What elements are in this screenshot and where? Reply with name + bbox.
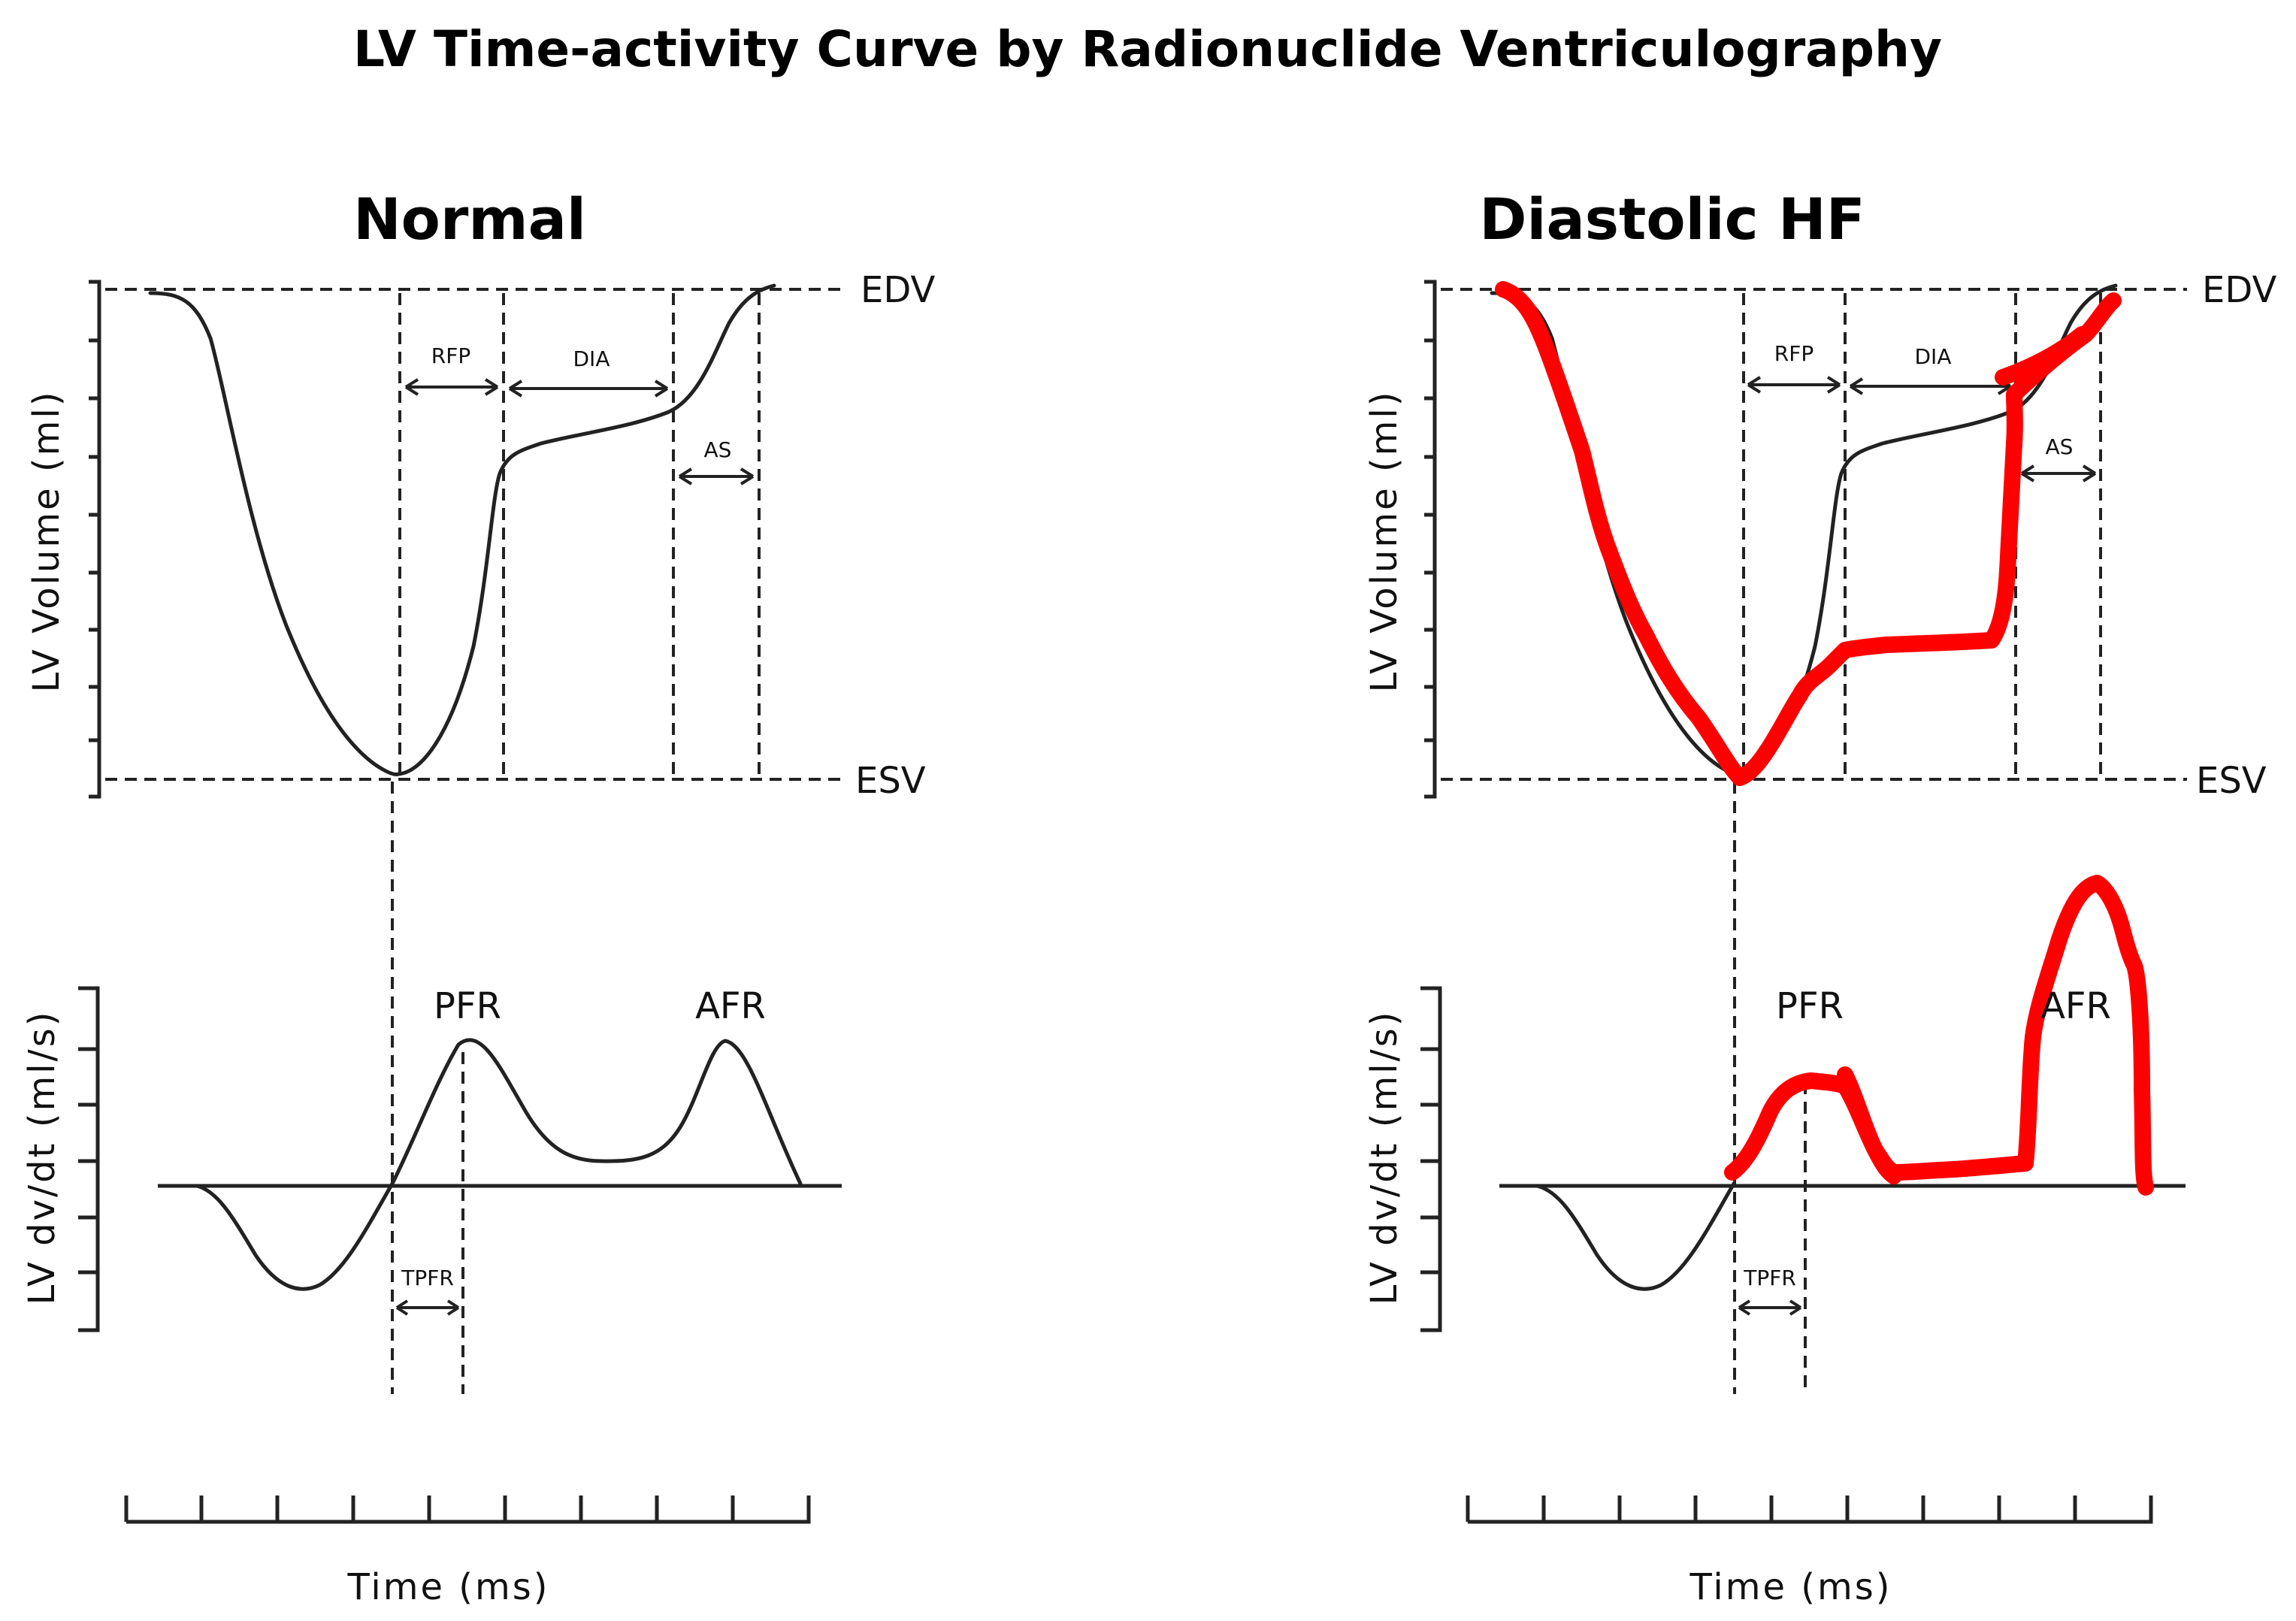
dia-interval: DIA xyxy=(508,346,669,398)
time-x-label: Time (ms) xyxy=(1689,1566,1892,1608)
volume-y-label: LV Volume (ml) xyxy=(26,390,68,693)
tpfr-interval: TPFR xyxy=(1738,1266,1802,1316)
volume-y-axis-line xyxy=(1424,280,1437,799)
time-x-label: Time (ms) xyxy=(347,1566,550,1608)
rate-curve-normal xyxy=(195,1038,803,1291)
rate-axis: LV dv/dt (ml/s) xyxy=(21,986,842,1332)
time-axis: Time (ms) xyxy=(1466,1495,2153,1608)
edv-label: EDV xyxy=(2202,269,2276,311)
rate-y-ticks xyxy=(1420,1047,1440,1275)
panel-diastolic: Diastolic HF LV Volume (ml) EDV ESV xyxy=(1363,186,2276,1608)
time-x-ticks xyxy=(199,1495,735,1522)
volume-y-ticks xyxy=(1424,338,1435,742)
dia-label: DIA xyxy=(1915,344,1952,369)
rfp-label: RFP xyxy=(431,343,470,368)
rfp-label: RFP xyxy=(1774,341,1814,366)
volume-y-label: LV Volume (ml) xyxy=(1363,390,1405,693)
afr-label: AFR xyxy=(695,985,766,1027)
volume-axis: LV Volume (ml) xyxy=(1363,280,1437,799)
rate-curve-systolic-lobe xyxy=(1535,1181,1736,1291)
panel-title-diastolic: Diastolic HF xyxy=(1479,186,1865,253)
pfr-label: PFR xyxy=(434,985,501,1027)
volume-y-axis-line xyxy=(89,280,101,799)
rate-y-ticks xyxy=(78,1047,98,1275)
edv-label: EDV xyxy=(861,269,935,311)
figure-title: LV Time-activity Curve by Radionuclide V… xyxy=(353,20,1942,78)
tpfr-label: TPFR xyxy=(401,1266,454,1290)
rate-curve-diastolic-hf-plateau xyxy=(1837,1066,2034,1181)
esv-label: ESV xyxy=(2196,760,2267,802)
rate-curve-diastolic-hf-afr xyxy=(2017,875,2154,1196)
volume-curve-diastolic-hf xyxy=(1495,281,2122,786)
dia-interval: DIA xyxy=(1849,344,2012,395)
pfr-label: PFR xyxy=(1776,985,1844,1027)
dia-label: DIA xyxy=(573,346,610,371)
panel-title-normal: Normal xyxy=(353,186,586,253)
volume-axis: LV Volume (ml) xyxy=(26,280,101,799)
volume-y-ticks xyxy=(89,338,99,742)
rfp-interval: RFP xyxy=(404,343,499,396)
time-axis: Time (ms) xyxy=(124,1495,811,1608)
rate-y-label: LV dv/dt (ml/s) xyxy=(1363,1010,1405,1305)
as-interval: AS xyxy=(2020,434,2097,482)
afr-label: AFR xyxy=(2040,985,2111,1027)
rfp-interval: RFP xyxy=(1747,341,1841,394)
rate-y-label: LV dv/dt (ml/s) xyxy=(21,1010,63,1305)
as-label: AS xyxy=(2046,434,2074,459)
time-x-ticks xyxy=(1541,1495,2077,1522)
tpfr-interval: TPFR xyxy=(395,1266,460,1316)
rate-axis: LV dv/dt (ml/s) xyxy=(1363,986,2186,1332)
time-x-axis-line xyxy=(1466,1495,2153,1524)
time-x-axis-line xyxy=(124,1495,811,1524)
as-interval: AS xyxy=(678,437,755,485)
as-label: AS xyxy=(704,437,732,462)
esv-label: ESV xyxy=(855,760,926,802)
tpfr-label: TPFR xyxy=(1743,1266,1796,1290)
panel-normal: Normal LV Volume (ml) EDV ESV xyxy=(21,186,935,1608)
volume-curve-normal xyxy=(148,283,776,776)
volume-curve-diastolic-hf-top-left xyxy=(1995,326,2090,386)
